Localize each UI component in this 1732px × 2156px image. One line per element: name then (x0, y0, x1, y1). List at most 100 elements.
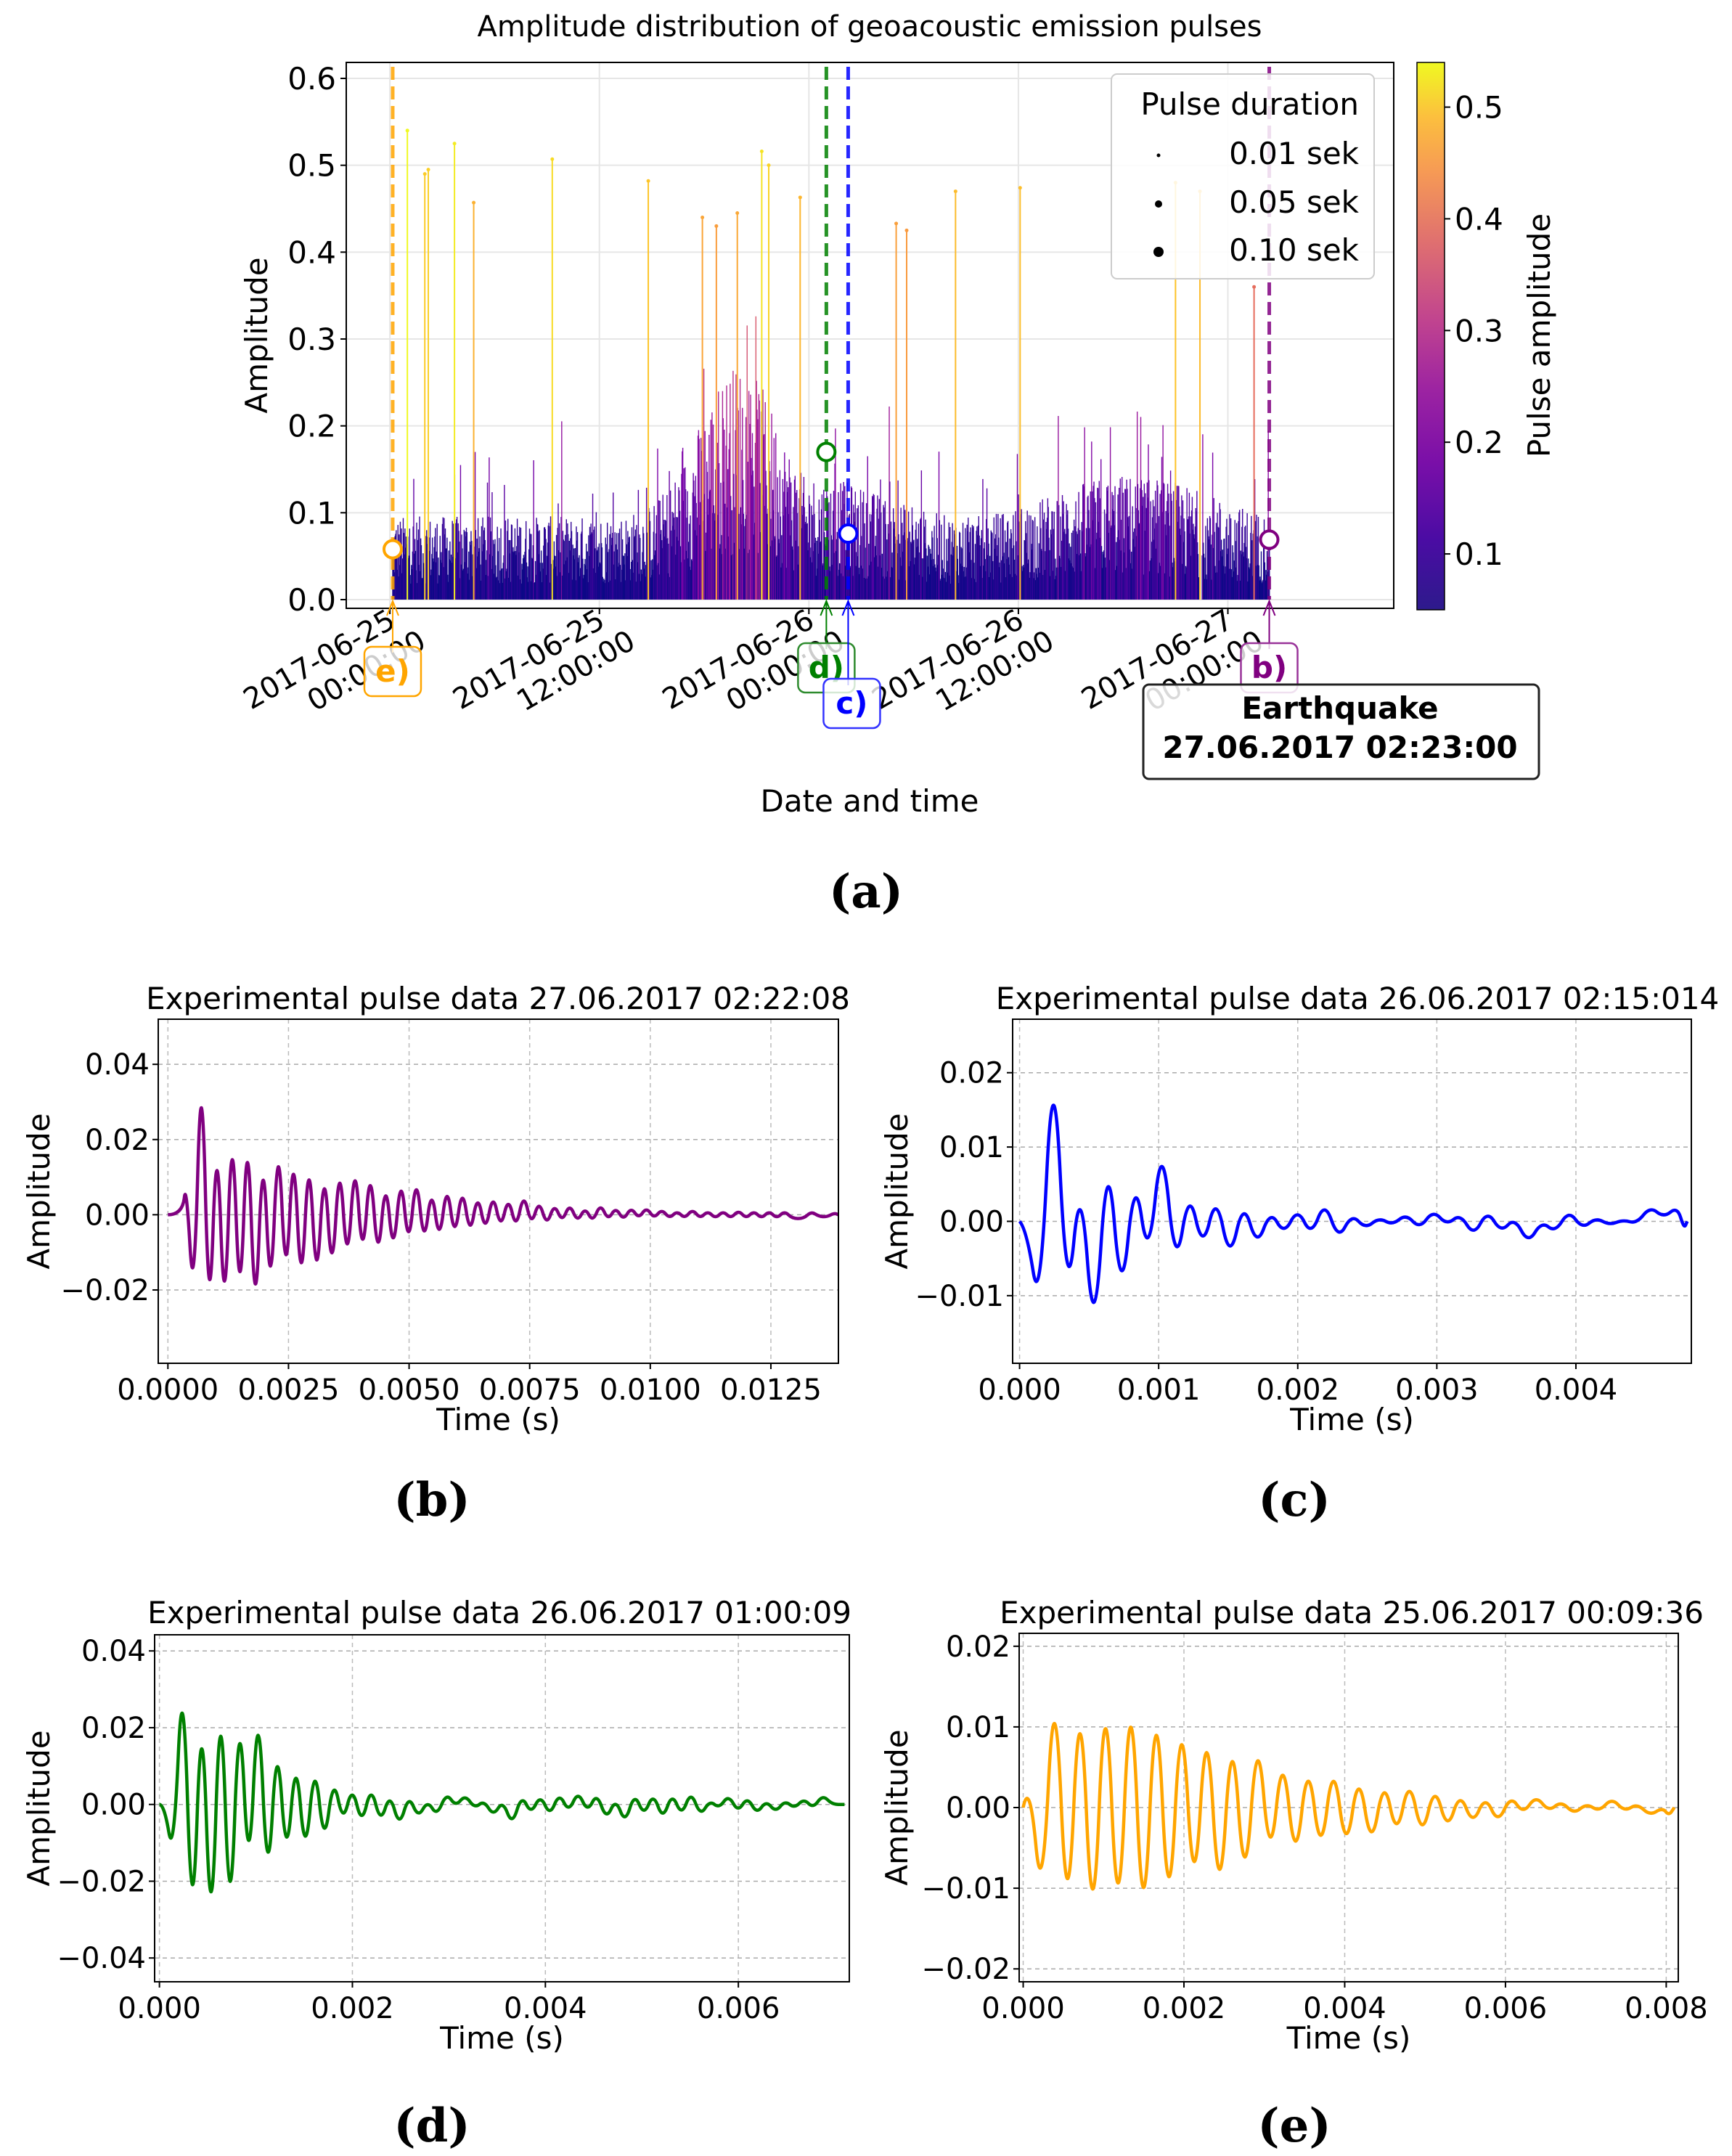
y-axis-label: Amplitude (879, 1113, 915, 1269)
marker-point-b (1259, 529, 1280, 550)
panel-label-a: (a) (829, 865, 903, 919)
pulse-point (1252, 285, 1257, 289)
marker-label-c: c) (836, 685, 867, 721)
x-tick-label: 0.004 (504, 1992, 587, 2025)
pulse-point (904, 228, 909, 232)
y-tick-label: 0.02 (81, 1712, 146, 1745)
y-tick-label: −0.04 (57, 1942, 146, 1975)
arrow-head-icon (841, 599, 855, 616)
marker-label-b: b) (1251, 650, 1287, 685)
y-tick-label: 0.00 (946, 1792, 1010, 1825)
x-tick-label: 0.0050 (359, 1373, 460, 1407)
x-tick-label: 0.006 (1464, 1992, 1548, 2025)
y-tick-label: 0.01 (946, 1711, 1010, 1744)
colorbar-label: Pulse amplitude (1521, 213, 1557, 457)
legend-marker-small-icon (1156, 153, 1161, 158)
y-tick-label: 0.00 (81, 1789, 146, 1822)
y-tick-label: 0.4 (287, 234, 336, 270)
y-tick-label: 0.04 (81, 1635, 146, 1668)
pulse-point (426, 168, 430, 172)
x-tick-label: 0.0025 (237, 1373, 339, 1407)
x-axis-label: Time (s) (1289, 1402, 1414, 1437)
event-markers: e) d)c)b) (363, 441, 1299, 730)
legend-marker-large-icon (1153, 247, 1164, 257)
earthquake-annotation: Earthquake 27.06.2017 02:23:00 (1142, 683, 1540, 780)
panel-a-amplitude-distribution: Amplitude distribution of geoacoustic em… (238, 10, 1557, 919)
pulse-bars (392, 128, 1270, 600)
x-tick-label: 0.0125 (720, 1373, 822, 1407)
pulse-trace-line (1018, 1103, 1689, 1304)
y-tick-label: 0.00 (939, 1205, 1004, 1238)
marker-label-box-e (363, 645, 422, 698)
x-tick-label: 0.0100 (600, 1373, 701, 1407)
pulse-point (798, 195, 802, 200)
plot-frame (346, 62, 1394, 609)
panel-b: Experimental pulse data 27.06.2017 02:22… (21, 981, 850, 1527)
annotation-line-2: 27.06.2017 02:23:00 (1162, 730, 1517, 765)
pulse-point (452, 142, 457, 146)
pulse-point (894, 221, 899, 226)
colorbar-tick-label: 0.5 (1455, 90, 1503, 126)
panel-label-b: (b) (393, 1473, 470, 1527)
y-tick-label: −0.02 (921, 1953, 1010, 1986)
x-tick-label: 0.002 (1257, 1373, 1340, 1407)
panel-e: Experimental pulse data 25.06.2017 00:09… (879, 1595, 1708, 2153)
marker-point-c (838, 523, 859, 544)
y-axis-ticks: 0.0 0.1 0.2 0.3 0.4 0.5 0.6 (287, 61, 346, 618)
y-tick-label: 0.02 (946, 1630, 1010, 1664)
x-axis-label: Date and time (761, 783, 979, 819)
x-tick-label: 0.004 (1535, 1373, 1618, 1407)
legend-box (1111, 73, 1375, 279)
legend-entry: 0.10 sek (1229, 232, 1360, 268)
y-tick-label: 0.04 (85, 1048, 150, 1082)
colorbar-tick-label: 0.2 (1455, 425, 1503, 460)
x-tick-label: 0.0075 (479, 1373, 581, 1407)
x-tick-label: 0.0000 (117, 1373, 218, 1407)
pulse-point (700, 215, 705, 219)
colorbar (1416, 62, 1445, 611)
subplot-title: Experimental pulse data 25.06.2017 00:09… (1000, 1595, 1704, 1630)
y-tick-label: 0.0 (287, 582, 336, 618)
x-tick-label: 0.002 (1143, 1992, 1226, 2025)
y-tick-label: −0.02 (57, 1865, 146, 1898)
x-tick-label: 0.000 (118, 1992, 201, 2025)
panel-c: Experimental pulse data 26.06.2017 02:15… (879, 981, 1719, 1527)
annotation-line-1: Earthquake (1241, 690, 1438, 726)
y-tick-label: 0.5 (287, 148, 336, 184)
subplot-title: Experimental pulse data 27.06.2017 02:22… (146, 981, 850, 1016)
y-tick-label: 0.3 (287, 322, 336, 357)
y-tick-label: 0.2 (287, 409, 336, 444)
marker-point-d (816, 441, 837, 462)
legend-entry: 0.01 sek (1229, 136, 1360, 171)
panel-d: Experimental pulse data 26.06.2017 01:00… (21, 1595, 851, 2153)
pulse-point (422, 172, 427, 176)
colorbar-ticks: 0.1 0.2 0.3 0.4 0.5 (1445, 90, 1503, 572)
legend-entry: 0.05 sek (1229, 184, 1360, 220)
arrow-head-icon (820, 599, 833, 616)
y-tick-label: 0.02 (85, 1124, 150, 1157)
marker-label-box-c (822, 677, 881, 730)
y-tick-label: 0.02 (939, 1057, 1004, 1090)
y-tick-label: 0.00 (85, 1199, 150, 1232)
x-tick-label: 0.004 (1303, 1992, 1386, 2025)
y-tick-label: 0.01 (939, 1131, 1004, 1164)
x-axis-label: Time (s) (1286, 2020, 1411, 2056)
pulse-subplots: Experimental pulse data 27.06.2017 02:22… (21, 981, 1719, 2153)
colorbar-tick-label: 0.3 (1455, 313, 1503, 348)
y-axis-label: Amplitude (21, 1730, 57, 1886)
plot-frame (1012, 1018, 1692, 1364)
legend[interactable]: Pulse duration 0.01 sek 0.05 sek 0.10 se… (1111, 73, 1375, 279)
x-tick-label: 0.001 (1117, 1373, 1201, 1407)
pulse-point (767, 163, 771, 168)
pulse-trace-line (168, 1106, 839, 1286)
x-tick-label: 0.002 (311, 1992, 394, 2025)
marker-label-e: e) (375, 653, 410, 689)
colorbar-tick-label: 0.1 (1455, 536, 1503, 572)
panel-label-e: (e) (1257, 2099, 1331, 2153)
arrow-head-icon (1262, 599, 1276, 616)
colorbar-tick-label: 0.4 (1455, 201, 1503, 237)
x-tick-label: 0.003 (1395, 1373, 1479, 1407)
y-tick-label: 0.6 (287, 61, 336, 97)
pulse-point (550, 157, 555, 161)
